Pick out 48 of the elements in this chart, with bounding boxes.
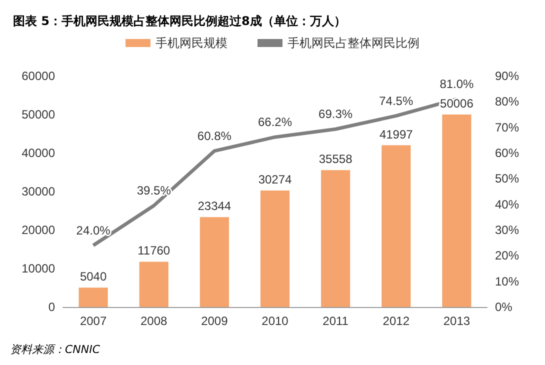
y2-tick-label: 60% [495, 146, 520, 160]
bar [78, 288, 108, 307]
y2-tick-label: 80% [495, 94, 520, 109]
bar [442, 114, 472, 307]
y2-tick-label: 0% [495, 300, 513, 314]
bar [260, 190, 290, 307]
x-tick-label: 2008 [140, 314, 168, 328]
y2-tick-label: 50% [495, 172, 520, 186]
x-tick-label: 2013 [443, 314, 470, 328]
x-tick-label: 2011 [322, 314, 349, 328]
data-label: 35558 [318, 152, 353, 166]
y-tick-label: 20000 [22, 223, 56, 237]
bar [200, 217, 229, 307]
data-label: 81.0% [440, 77, 474, 92]
x-tick-label: 2007 [80, 314, 107, 328]
y-tick-label: 0 [48, 300, 56, 314]
bar [321, 170, 350, 307]
data-label: 74.5% [379, 94, 414, 108]
chart-title: 图表 5：手机网民规模占整体网民比例超过8成（单位：万人） [13, 14, 346, 28]
y2-tick-label: 70% [495, 120, 520, 134]
bar [382, 145, 411, 307]
data-label: 30274 [258, 172, 292, 186]
data-label: 69.3% [318, 107, 353, 122]
x-tick-label: 2009 [201, 314, 228, 328]
data-label: 41997 [379, 127, 414, 142]
legend-label: 手机网民规模 [156, 36, 228, 50]
bar [139, 262, 168, 307]
x-tick-label: 2012 [382, 314, 410, 328]
y-tick-label: 50000 [22, 108, 56, 122]
data-label: 66.2% [258, 115, 292, 130]
data-label: 5040 [80, 270, 107, 284]
y-tick-label: 10000 [22, 262, 56, 276]
y2-tick-label: 90% [495, 69, 520, 83]
y2-tick-label: 20% [495, 248, 520, 263]
x-tick-label: 2010 [262, 314, 289, 328]
data-label: 11760 [138, 244, 170, 258]
y-tick-label: 30000 [22, 184, 56, 198]
y-tick-label: 40000 [22, 146, 56, 160]
data-label: 23344 [198, 199, 232, 214]
data-label: 50006 [440, 96, 474, 110]
y2-tick-label: 30% [495, 223, 520, 237]
data-label: 24.0% [76, 223, 111, 238]
text: 资料来源：CNNIC [10, 343, 100, 356]
legend-label: 手机网民占整体网民比例 [288, 36, 420, 50]
y2-tick-label: 40% [495, 197, 520, 212]
y2-tick-label: 10% [495, 274, 520, 288]
y-tick-label: 60000 [22, 69, 56, 83]
data-label: 60.8% [197, 128, 232, 143]
